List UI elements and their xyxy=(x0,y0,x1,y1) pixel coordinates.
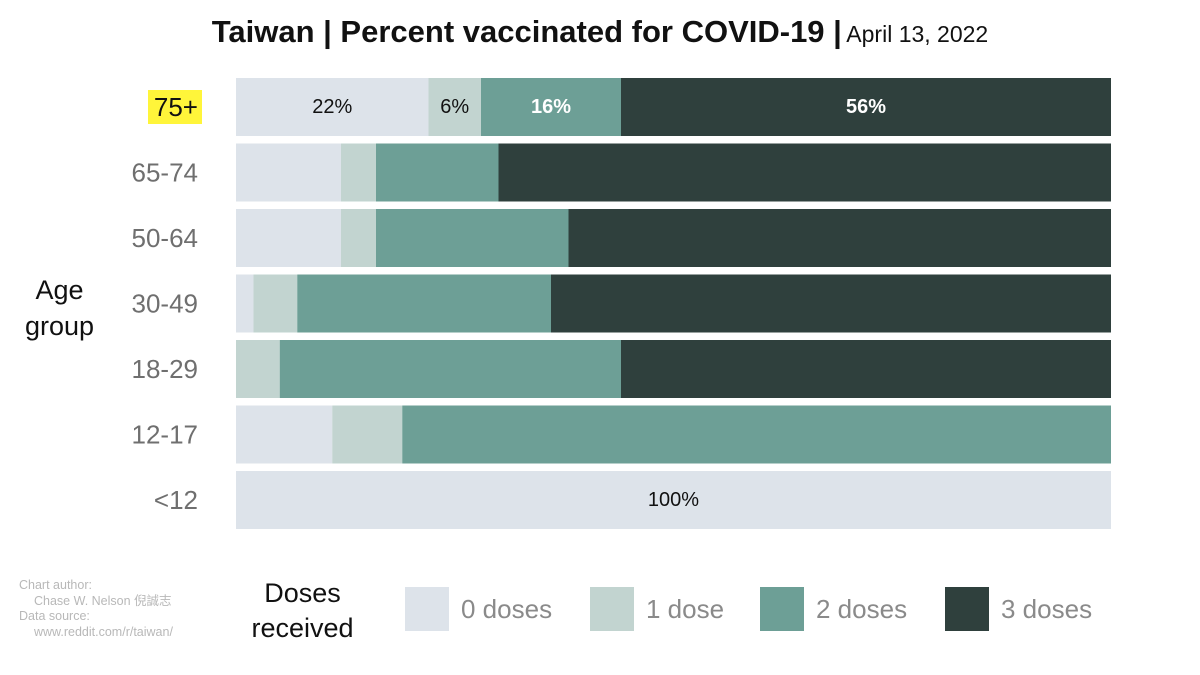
bar-segment xyxy=(279,340,621,398)
bar-segment xyxy=(498,143,1111,202)
stacked-bar-chart: 75+ 22% 6% 16% 56% 65-74 50-64 30-49 18-29 12-17 <… xyxy=(132,78,1111,529)
bar-segment xyxy=(402,405,1111,464)
legend-label: 1 dose xyxy=(646,593,725,624)
legend-swatch xyxy=(405,587,449,631)
legend-item: 1 dose xyxy=(590,587,724,631)
y-axis-label: Age group xyxy=(12,272,107,344)
bar-segment xyxy=(297,274,551,333)
bar-segment xyxy=(376,143,499,202)
bar-segment xyxy=(236,78,429,136)
bar-segment xyxy=(236,143,341,202)
chart-title: Taiwan | Percent vaccinated for COVID-19… xyxy=(0,14,1200,50)
data-label: 22% xyxy=(312,96,352,118)
data-label: 6% xyxy=(440,96,469,118)
y-axis-label-word: group xyxy=(24,311,95,341)
legend-label: 3 doses xyxy=(1001,593,1093,624)
legend-label: 2 doses xyxy=(816,593,908,624)
category-label: 65-74 xyxy=(132,158,199,188)
legend-item: 3 doses xyxy=(945,587,1092,631)
category-label: 30-49 xyxy=(132,289,199,319)
data-label: 100% xyxy=(648,489,699,511)
legend-title-line2: received xyxy=(251,613,354,643)
legend-swatch xyxy=(945,587,989,631)
legend-label: 0 doses xyxy=(461,593,553,624)
category-label: 18-29 xyxy=(132,354,199,384)
legend-item: 0 doses xyxy=(405,587,552,631)
bar-segment xyxy=(551,274,1111,333)
category-label: 50-64 xyxy=(132,223,199,253)
bar-segment xyxy=(236,209,341,267)
credit-author-label: Chart author: xyxy=(19,578,92,592)
legend-title: Doses received xyxy=(240,576,365,646)
bar-segment xyxy=(481,78,621,136)
bar-segment xyxy=(376,209,569,267)
category-highlight xyxy=(148,90,202,124)
chart-title-date: April 13, 2022 xyxy=(846,21,989,47)
chart-title-main: Taiwan | Percent vaccinated for COVID-19… xyxy=(211,14,842,49)
category-label: <12 xyxy=(154,485,198,515)
y-axis-label-word: Age xyxy=(35,275,84,305)
bar-segment xyxy=(236,274,254,333)
credit-author-name: Chase W. Nelson 倪誠志 xyxy=(34,593,172,608)
data-label: 16% xyxy=(531,96,571,118)
category-label: 12-17 xyxy=(132,420,199,450)
credit-source-label: Data source: xyxy=(19,609,90,623)
bar-segment xyxy=(621,78,1111,136)
bar-segment xyxy=(236,340,280,398)
credit-source-url: www.reddit.com/r/taiwan/ xyxy=(34,624,173,639)
bar-segment xyxy=(428,78,481,136)
bar-segment xyxy=(621,340,1111,398)
bar-segment xyxy=(332,405,403,464)
bar-segment xyxy=(253,274,298,333)
bar-segment xyxy=(236,405,333,464)
data-label: 56% xyxy=(846,96,886,118)
bar-segment xyxy=(568,209,1111,267)
chart-credit: Chart author: Chase W. Nelson 倪誠志 Data s… xyxy=(19,578,173,640)
bar-segment xyxy=(341,143,376,202)
legend-swatch xyxy=(760,587,804,631)
legend-item: 2 doses xyxy=(760,587,907,631)
legend-title-line1: Doses xyxy=(264,578,341,608)
bar-segment xyxy=(341,209,376,267)
bar-segment xyxy=(236,471,1111,529)
category-label: 75+ xyxy=(154,92,198,122)
legend-swatch xyxy=(590,587,634,631)
